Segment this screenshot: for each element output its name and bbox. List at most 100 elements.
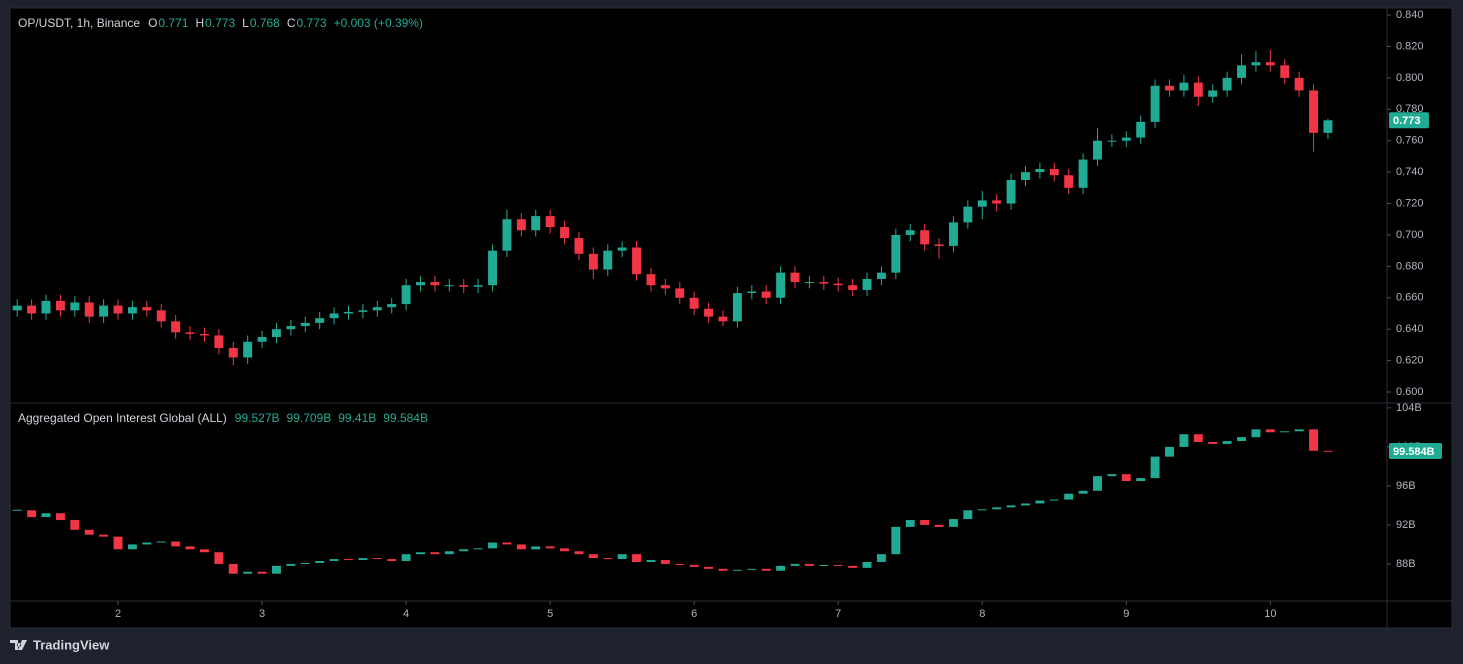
candle-body xyxy=(459,549,469,552)
candle-body xyxy=(1193,82,1203,97)
candle-body xyxy=(646,560,656,562)
candle-body xyxy=(199,333,209,336)
candle-body xyxy=(1136,121,1146,138)
candle-body xyxy=(214,335,224,349)
candle-body xyxy=(272,329,281,338)
candle-body xyxy=(833,564,843,566)
candle-body xyxy=(862,278,872,290)
candle-body xyxy=(747,291,757,294)
candle-body xyxy=(55,300,65,311)
candle-body xyxy=(646,274,656,286)
candle-body xyxy=(876,554,886,562)
chart-title: OP/USDT, 1h, Binance xyxy=(18,16,140,30)
candle-body xyxy=(401,285,411,305)
candle-body xyxy=(992,200,1002,204)
candle-body xyxy=(488,250,497,286)
candle-body xyxy=(286,563,296,566)
candle-body xyxy=(1237,65,1246,78)
candle-body xyxy=(171,541,181,547)
indicator-title: Aggregated Open Interest Global (ALL) xyxy=(18,411,227,425)
candle-body xyxy=(1165,446,1174,457)
x-tick-label: 7 xyxy=(835,608,841,620)
candle-body xyxy=(560,548,570,552)
candle-body xyxy=(70,302,80,311)
candle-body xyxy=(761,568,771,571)
candle-body xyxy=(387,304,397,308)
y-tick-label: 88B xyxy=(1396,558,1416,570)
candle-body xyxy=(272,565,281,574)
candle-body xyxy=(1323,450,1333,452)
candle-body xyxy=(99,534,109,537)
candle-body xyxy=(660,285,670,289)
legend-value: 0.773 xyxy=(205,16,235,30)
candle-body xyxy=(617,247,627,251)
candle-body xyxy=(1006,179,1016,204)
candle-body xyxy=(1280,431,1290,433)
legend-value: 99.584B xyxy=(383,411,428,425)
candle-body xyxy=(1179,82,1189,91)
candle-body xyxy=(142,542,152,545)
candle-body xyxy=(372,307,382,311)
candle-body xyxy=(473,285,483,287)
candle-body xyxy=(113,305,123,314)
candle-body xyxy=(358,558,368,561)
candle-body xyxy=(848,285,858,290)
candle-body xyxy=(761,291,771,298)
candle-body xyxy=(963,510,973,520)
candle-body xyxy=(1035,500,1045,504)
candle-body xyxy=(1136,478,1146,482)
candle-body xyxy=(12,305,22,311)
legend-value: 99.527B xyxy=(235,411,280,425)
candle-body xyxy=(1049,168,1059,176)
candle-body xyxy=(113,536,123,550)
candle-body xyxy=(344,559,353,561)
y-tick-label: 104B xyxy=(1396,402,1422,414)
candle-body xyxy=(142,307,152,311)
candle-body xyxy=(1121,137,1131,141)
candle-body xyxy=(920,230,930,245)
candle-body xyxy=(1006,505,1016,508)
candle-body xyxy=(675,288,685,298)
candle-body xyxy=(992,507,1002,510)
candle-body xyxy=(560,227,570,239)
candle-body xyxy=(516,544,526,550)
candle-body xyxy=(977,509,987,511)
y-tick-label: 96B xyxy=(1396,480,1416,492)
candle-body xyxy=(358,310,368,312)
legend-value: 0.771 xyxy=(158,16,188,30)
candle-body xyxy=(516,219,526,231)
candle-body xyxy=(41,300,51,314)
candle-body xyxy=(804,282,814,284)
candle-body xyxy=(1193,434,1203,443)
candle-body xyxy=(531,216,541,231)
candle-body xyxy=(876,272,886,279)
candle-body xyxy=(156,310,166,322)
candle-body xyxy=(963,206,973,223)
candle-body xyxy=(228,563,238,574)
x-tick-label: 2 xyxy=(115,608,121,620)
candle-body xyxy=(1309,429,1319,451)
candle-body xyxy=(243,571,253,574)
candle-body xyxy=(804,563,814,566)
candle-body xyxy=(905,230,915,235)
candle-body xyxy=(444,285,454,287)
last-value-badge xyxy=(1389,442,1442,459)
y-tick-label: 0.720 xyxy=(1396,197,1424,209)
candle-body xyxy=(1021,172,1030,180)
candle-body xyxy=(603,250,613,270)
candle-body xyxy=(776,565,786,571)
candle-body xyxy=(732,293,742,322)
candle-body xyxy=(1093,476,1102,491)
candle-body xyxy=(1064,493,1074,500)
y-tick-label: 0.640 xyxy=(1396,323,1424,335)
candle-body xyxy=(185,332,195,334)
candle-body xyxy=(718,568,728,571)
brand: TradingView xyxy=(33,637,110,652)
candle-body xyxy=(344,311,353,314)
candle-body xyxy=(1150,456,1160,479)
candle-body xyxy=(257,337,267,342)
candle-body xyxy=(1323,120,1333,133)
candle-body xyxy=(704,566,714,569)
last-value-badge xyxy=(1389,112,1429,129)
x-tick-label: 3 xyxy=(259,608,265,620)
